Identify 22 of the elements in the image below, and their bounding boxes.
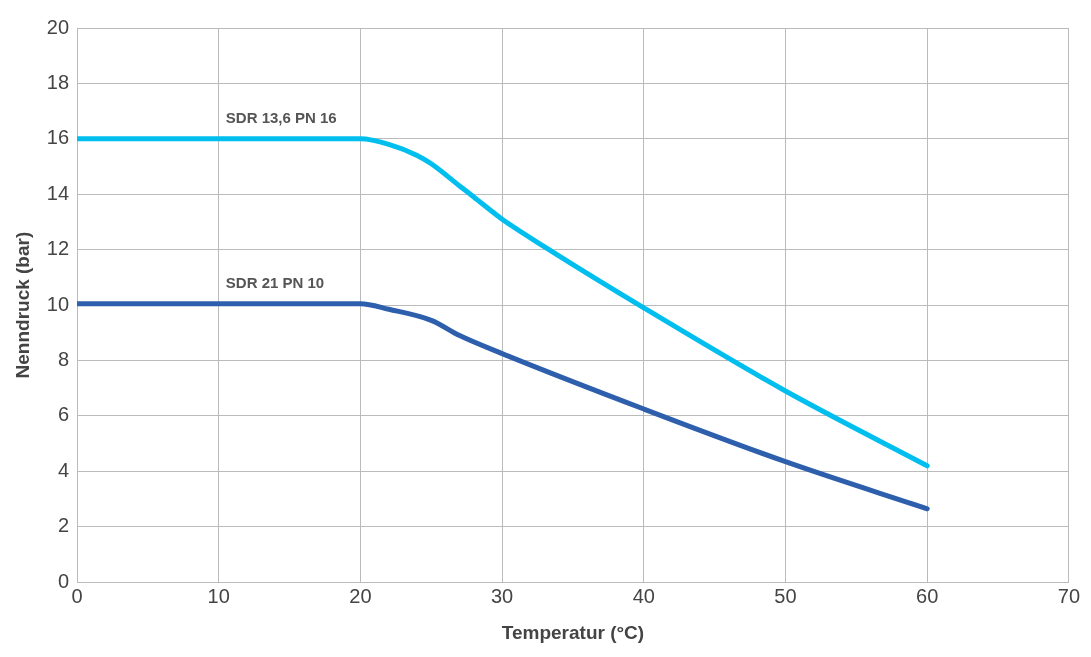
x-tick-label: 70 [1057,584,1080,607]
x-axis-title: Temperatur (°C) [501,621,645,643]
series-label: SDR 13,6 PN 16 [225,109,337,127]
y-tick-label: 8 [57,348,70,371]
x-tick-label: 10 [207,584,230,607]
y-tick-label: 2 [57,514,70,537]
y-tick-label: 20 [46,15,70,38]
series-label: SDR 21 PN 10 [225,274,325,292]
x-tick-label: 60 [916,584,939,607]
y-tick-label: 12 [46,237,70,260]
y-axis-title: Nenndruck (bar) [11,231,33,379]
y-tick-label: 4 [57,458,70,481]
y-tick-label: 0 [57,569,70,592]
x-tick-label: 20 [349,584,372,607]
y-tick-label: 18 [46,70,70,93]
y-tick-label: 16 [46,126,70,149]
y-tick-label: 6 [57,403,70,426]
y-tick-label: 14 [46,181,70,204]
x-tick-label: 40 [632,584,655,607]
y-tick-label: 10 [46,292,70,315]
x-tick-label: 50 [774,584,797,607]
x-tick-label: 30 [490,584,514,607]
